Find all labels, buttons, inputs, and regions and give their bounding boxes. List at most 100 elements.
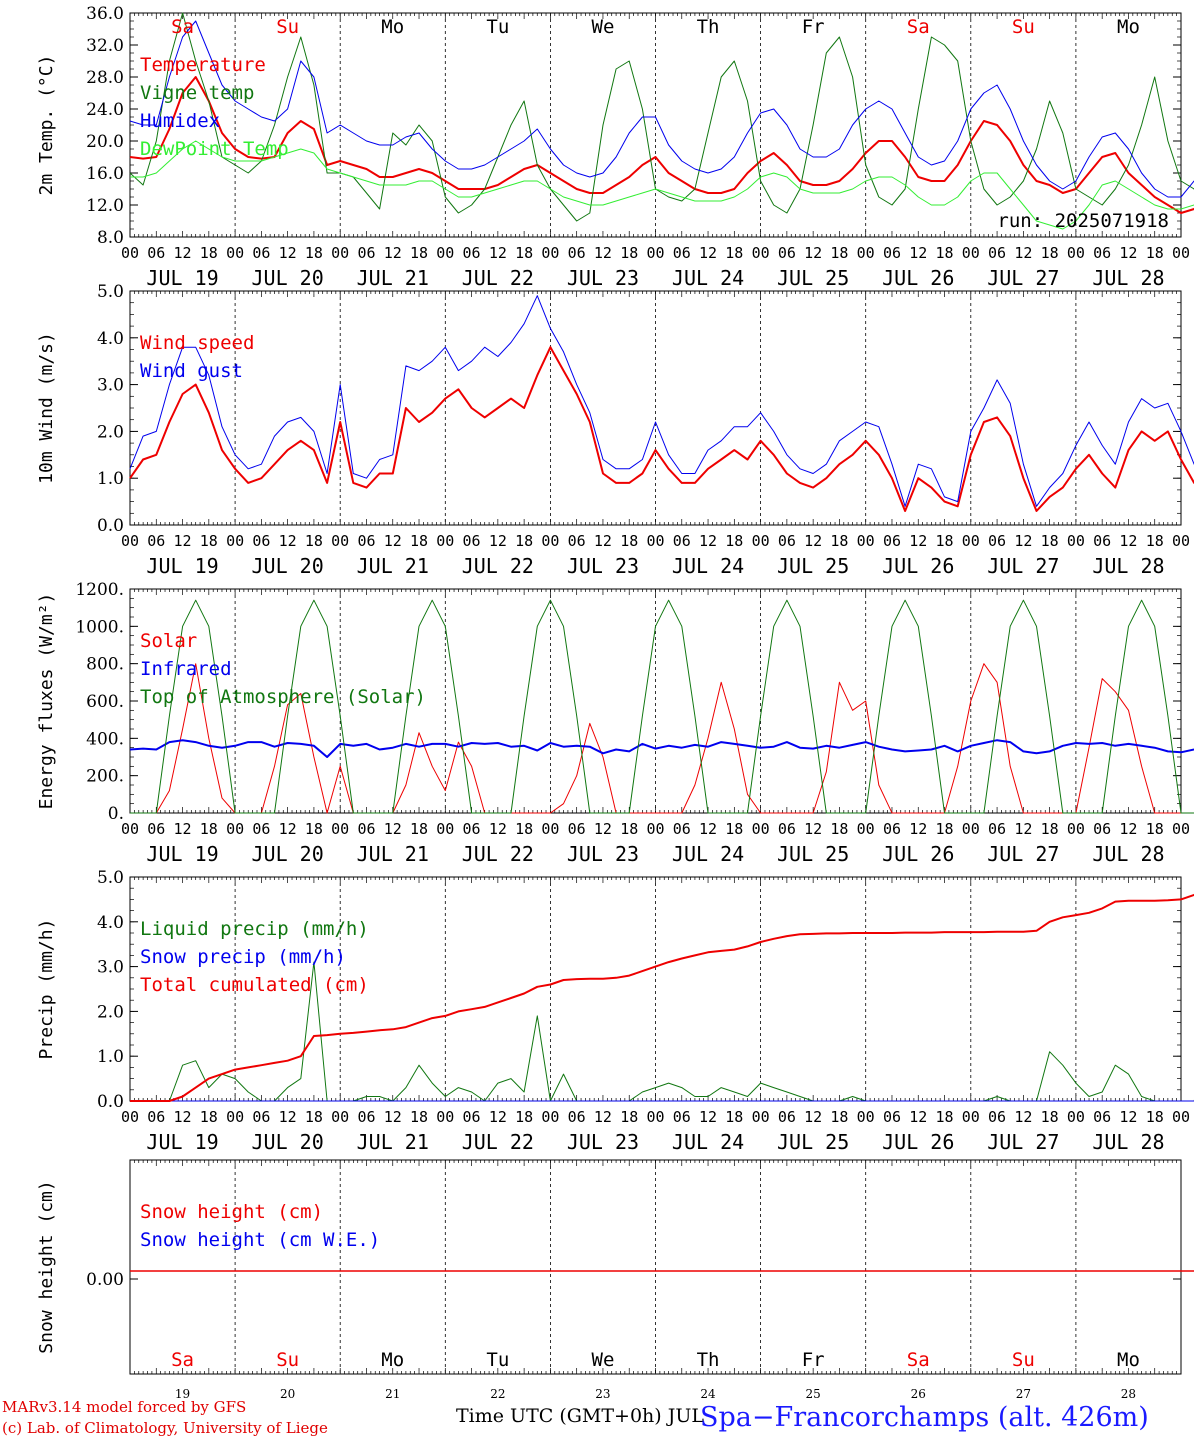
x-day-label: JUL 21 [357, 1130, 429, 1154]
run-annotation: run: 2025071918 [997, 210, 1169, 232]
x-hour-label: 12 [384, 1108, 402, 1126]
weekday-label: Th [697, 1349, 720, 1371]
x-hour-label: 00 [226, 532, 244, 550]
x-hour-label: 00 [226, 1108, 244, 1126]
x-day-label: JUL 19 [146, 266, 218, 290]
x-hour-label: 00 [541, 1108, 559, 1126]
x-hour-label: 18 [1041, 1108, 1059, 1126]
y-tick-label: 0.0 [97, 1092, 124, 1112]
y-tick-label: 4.0 [97, 329, 124, 349]
x-hour-label: 18 [305, 820, 323, 838]
x-hour-label: 18 [620, 820, 638, 838]
x-hour-label: 12 [489, 1108, 507, 1126]
y-tick-label: 0. [108, 804, 124, 824]
x-hour-label: 06 [673, 1108, 691, 1126]
x-hour-label: 00 [331, 820, 349, 838]
y-tick-label: 1000. [75, 617, 124, 637]
series-line-top-of-atmosphere-solar- [130, 599, 1194, 814]
series-line-humidex [129, 20, 1194, 198]
x-day-number: 22 [490, 1387, 505, 1401]
credit-line-2: (c) Lab. of Climatology, University of L… [2, 1419, 328, 1437]
weekday-label: Su [276, 1349, 299, 1371]
x-hour-label: 18 [830, 244, 848, 262]
x-hour-label: 18 [410, 244, 428, 262]
x-hour-label: 00 [962, 532, 980, 550]
x-hour-label: 06 [673, 532, 691, 550]
y-tick-label: 2.0 [97, 422, 124, 442]
x-hour-label: 06 [988, 1108, 1006, 1126]
x-hour-label: 00 [436, 820, 454, 838]
weekday-label: Th [697, 16, 720, 38]
x-hour-label: 12 [1014, 1108, 1032, 1126]
x-hour-label: 06 [252, 244, 270, 262]
y-tick-label: 8.0 [97, 228, 124, 248]
x-hour-label: 18 [200, 1108, 218, 1126]
x-day-label: JUL 25 [777, 554, 849, 578]
x-hour-label: 06 [673, 244, 691, 262]
x-hour-label: 00 [857, 1108, 875, 1126]
x-hour-label: 06 [147, 820, 165, 838]
x-day-label: JUL 22 [462, 554, 534, 578]
y-tick-label: 16.0 [86, 164, 124, 184]
x-hour-label: 00 [752, 532, 770, 550]
legend-entry: Snow precip (mm/h) [140, 946, 346, 968]
x-hour-label: 18 [1146, 244, 1164, 262]
legend-entry: Solar [140, 630, 197, 652]
x-hour-label: 06 [357, 1108, 375, 1126]
x-hour-label: 18 [725, 244, 743, 262]
x-hour-label: 12 [279, 1108, 297, 1126]
series-line-total-cumulated-cm- [130, 893, 1194, 1102]
x-hour-label: 06 [1093, 244, 1111, 262]
x-hour-label: 06 [778, 532, 796, 550]
x-hour-label: 12 [1014, 532, 1032, 550]
legend-entry: Vigne temp [140, 82, 254, 104]
x-hour-label: 12 [1119, 820, 1137, 838]
x-hour-label: 00 [646, 1108, 664, 1126]
weekday-label: We [592, 1349, 615, 1371]
x-hour-label: 00 [121, 1108, 139, 1126]
y-tick-label: 5.0 [97, 282, 124, 302]
x-day-label: JUL 27 [987, 266, 1059, 290]
weekday-label: Mo [381, 1349, 404, 1371]
x-hour-label: 00 [646, 820, 664, 838]
x-hour-label: 12 [279, 820, 297, 838]
x-hour-label: 06 [1093, 820, 1111, 838]
panel-2 [129, 290, 1194, 526]
x-day-label: JUL 23 [567, 266, 639, 290]
x-hour-label: 00 [121, 820, 139, 838]
x-hour-label: 00 [962, 244, 980, 262]
x-hour-label: 06 [883, 1108, 901, 1126]
legend-entry: Wind speed [140, 332, 254, 354]
y-tick-label: 200. [86, 767, 124, 787]
x-hour-label: 18 [200, 532, 218, 550]
x-day-label: JUL 27 [987, 842, 1059, 866]
x-day-label: JUL 21 [357, 266, 429, 290]
x-day-label: JUL 27 [987, 554, 1059, 578]
weekday-label: We [592, 16, 615, 38]
x-hour-label: 00 [752, 244, 770, 262]
x-hour-label: 00 [121, 244, 139, 262]
x-hour-label: 18 [410, 532, 428, 550]
weekday-label: Tu [486, 1349, 509, 1371]
x-hour-label: 06 [883, 244, 901, 262]
x-hour-label: 12 [909, 1108, 927, 1126]
legend-entry: DewPoint Temp [140, 138, 289, 160]
x-hour-label: 12 [174, 532, 192, 550]
x-day-label: JUL 27 [987, 1130, 1059, 1154]
x-hour-label: 18 [305, 244, 323, 262]
x-day-label: JUL 28 [1092, 266, 1164, 290]
y-tick-label: 2.0 [97, 1002, 124, 1022]
x-day-label: JUL 26 [882, 266, 954, 290]
x-hour-label: 12 [594, 532, 612, 550]
x-axis-title: Time UTC (GMT+0h) JUL [456, 1405, 704, 1427]
x-hour-label: 06 [778, 244, 796, 262]
x-hour-label: 18 [200, 820, 218, 838]
weekday-label: Mo [381, 16, 404, 38]
x-hour-label: 06 [778, 820, 796, 838]
x-hour-label: 18 [725, 820, 743, 838]
x-hour-label: 12 [804, 1108, 822, 1126]
y-tick-label: 1.0 [97, 1047, 124, 1067]
x-hour-label: 18 [305, 532, 323, 550]
y-tick-label: 3.0 [97, 376, 124, 396]
x-hour-label: 12 [699, 532, 717, 550]
